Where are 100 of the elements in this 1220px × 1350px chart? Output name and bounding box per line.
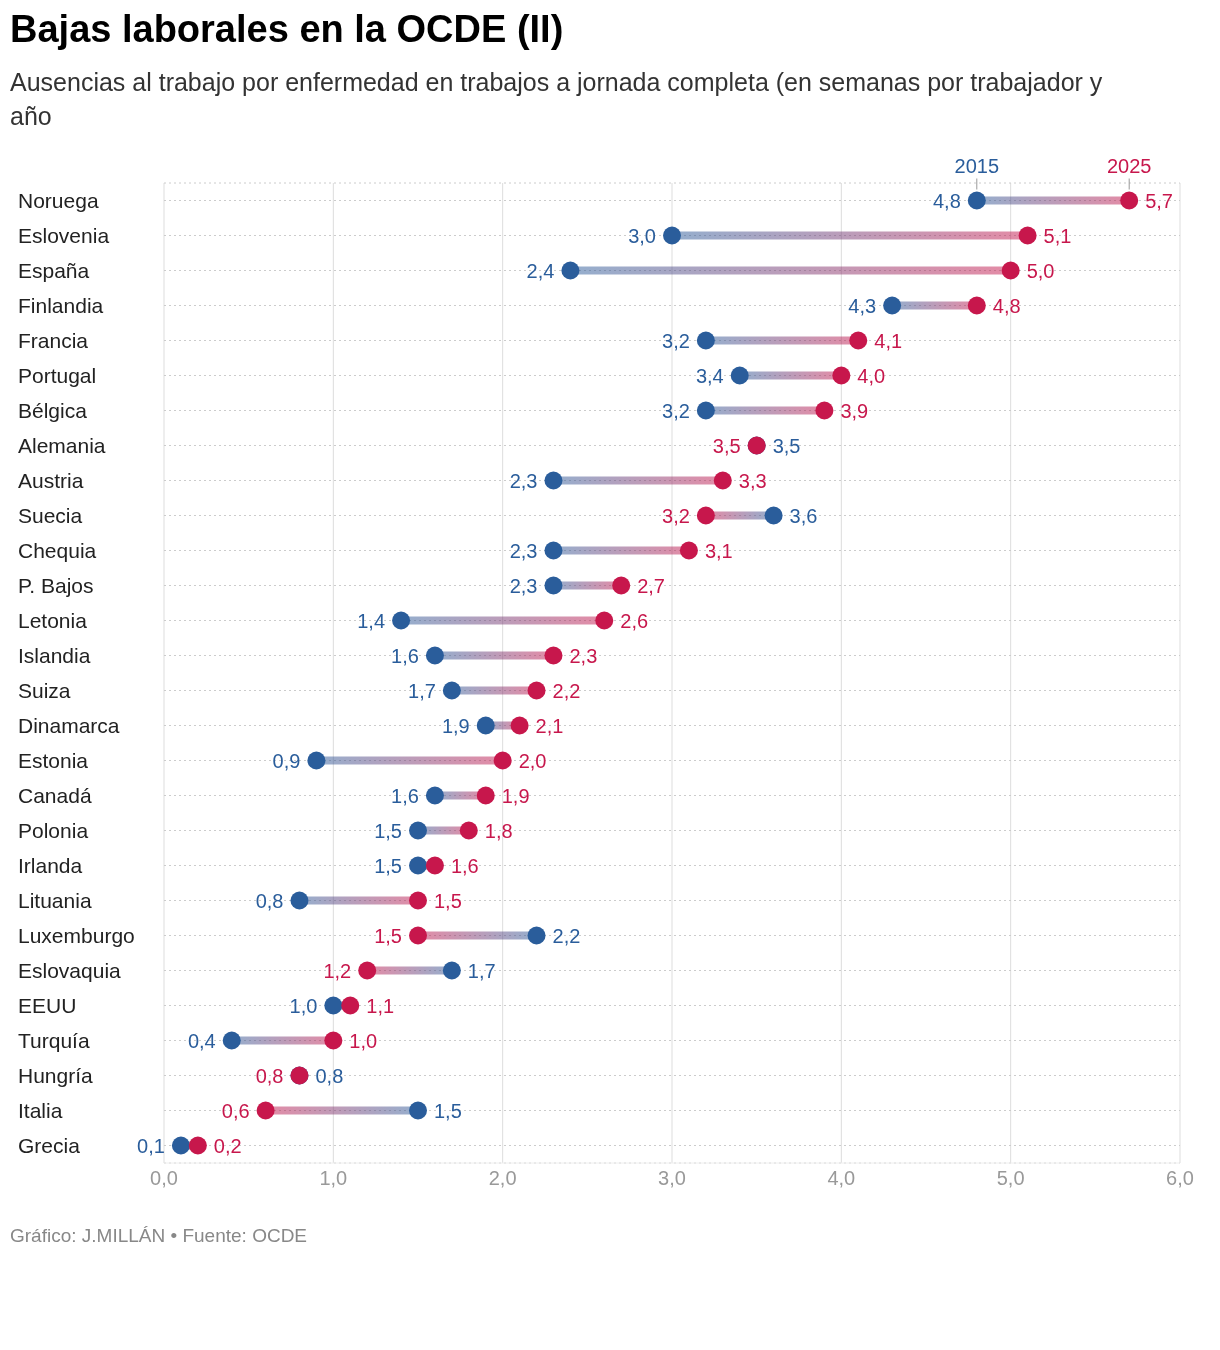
y-tick-label: Eslovaquia (18, 958, 122, 982)
data-label: 1,5 (374, 854, 402, 877)
point (409, 856, 427, 875)
y-tick-label: Polonia (18, 818, 89, 842)
y-tick-label: Bélgica (18, 398, 88, 422)
data-label: 0,6 (221, 1099, 250, 1122)
point (696, 401, 715, 420)
data-label: 3,2 (662, 399, 690, 422)
data-label: 4,0 (857, 364, 886, 387)
data-label: 2,3 (569, 644, 598, 667)
data-label: 2,2 (552, 924, 581, 947)
data-label: 2,3 (509, 574, 538, 597)
y-tick-label: Hungría (18, 1063, 94, 1087)
point (171, 1136, 190, 1155)
data-label: 5,1 (1043, 224, 1072, 247)
y-tick-label: Turquía (18, 1028, 90, 1052)
x-tick-label: 4,0 (827, 1167, 856, 1190)
series-label: 2025 (1106, 154, 1152, 177)
point (425, 646, 444, 665)
point (290, 891, 309, 910)
data-label: 1,6 (450, 854, 479, 877)
y-tick-label: Estonia (18, 748, 89, 772)
y-tick-label: Islandia (18, 643, 91, 667)
point (849, 331, 868, 350)
y-tick-label: P. Bajos (18, 573, 94, 597)
data-label: 0,1 (137, 1134, 165, 1157)
point (425, 856, 444, 875)
point (409, 891, 427, 910)
point (409, 821, 427, 840)
y-tick-label: Finlandia (18, 293, 104, 317)
data-label: 3,3 (738, 469, 767, 492)
y-tick-label: Suiza (18, 678, 71, 702)
data-label: 1,5 (434, 889, 462, 912)
point (696, 331, 715, 350)
point (510, 716, 529, 735)
point (409, 1101, 427, 1120)
x-tick-label: 6,0 (1166, 1167, 1194, 1190)
data-label: 1,8 (484, 819, 513, 842)
x-tick-label: 3,0 (658, 1167, 686, 1190)
data-label: 2,1 (535, 714, 564, 737)
point (409, 926, 427, 945)
point (612, 576, 631, 595)
data-label: 1,0 (349, 1029, 378, 1052)
x-tick-label: 5,0 (996, 1167, 1025, 1190)
point (459, 821, 478, 840)
data-label: 4,3 (848, 294, 877, 317)
data-label: 1,7 (467, 959, 496, 982)
point (527, 681, 546, 700)
point (815, 401, 834, 420)
point (1120, 191, 1139, 210)
point (324, 1031, 343, 1050)
point (425, 786, 444, 805)
x-tick-label: 1,0 (319, 1167, 348, 1190)
point (493, 751, 512, 770)
point (764, 506, 783, 525)
point (730, 366, 749, 385)
y-tick-label: Canadá (18, 783, 92, 807)
y-tick-label: Luxemburgo (18, 923, 135, 947)
data-label: 1,0 (289, 994, 318, 1017)
y-tick-label: España (18, 258, 90, 282)
point (256, 1101, 275, 1120)
chart-title: Bajas laborales en la OCDE (II) (10, 8, 565, 51)
y-tick-label: Irlanda (18, 853, 83, 877)
series-label: 2015 (954, 154, 1000, 177)
data-label: 0,8 (255, 1064, 284, 1087)
point (544, 471, 563, 490)
data-label: 0,4 (187, 1029, 216, 1052)
data-label: 2,4 (526, 259, 555, 282)
point (544, 576, 563, 595)
point (544, 541, 563, 560)
y-tick-label: Portugal (18, 363, 97, 387)
y-tick-label: Chequia (18, 538, 97, 562)
point (832, 366, 851, 385)
point (476, 786, 495, 805)
y-tick-label: Eslovenia (18, 223, 110, 247)
point (476, 716, 495, 735)
y-tick-label: Francia (18, 328, 89, 352)
data-label: 2,0 (518, 749, 547, 772)
point (358, 961, 377, 980)
data-label: 4,1 (874, 329, 903, 352)
point (696, 506, 715, 525)
data-label: 1,9 (501, 784, 530, 807)
point (595, 611, 614, 630)
data-label: 3,5 (772, 434, 801, 457)
point (188, 1136, 207, 1155)
point (967, 296, 986, 315)
y-tick-label: Grecia (18, 1133, 81, 1157)
data-label: 3,2 (662, 329, 690, 352)
data-label: 1,9 (441, 714, 470, 737)
point (679, 541, 698, 560)
y-tick-label: Suecia (18, 503, 83, 527)
point (307, 751, 326, 770)
point (442, 681, 461, 700)
y-tick-label: EEUU (18, 993, 77, 1017)
chart-subtitle: Ausencias al trabajo por enfermedad en trabajos a jornada completa (en semanas por trabajador y año (10, 67, 1104, 132)
data-label: 3,1 (704, 539, 733, 562)
data-label: 2,7 (637, 574, 666, 597)
point (341, 996, 360, 1015)
data-label: 1,5 (374, 924, 402, 947)
y-tick-label: Alemania (18, 433, 106, 457)
